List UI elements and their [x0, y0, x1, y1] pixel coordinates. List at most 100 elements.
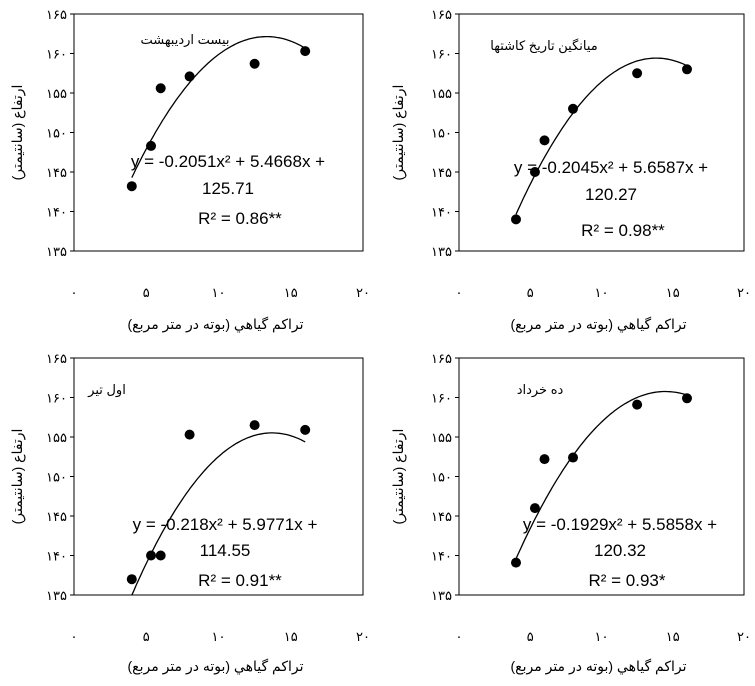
y-tick-label: ۱۶۰: [431, 47, 452, 62]
y-tick-label: ۱۶۵: [431, 351, 452, 366]
trendline-equation: y = -0.2045x² + 5.6587x +: [514, 158, 708, 177]
data-point: [300, 424, 311, 435]
data-point: [184, 71, 195, 82]
data-point: [682, 64, 692, 75]
trendline-equation: 114.55: [200, 541, 251, 560]
data-point: [568, 103, 578, 114]
x-tick-label: ۱۵: [284, 285, 298, 300]
data-point: [126, 181, 137, 192]
data-point: [682, 393, 692, 404]
y-tick-label: ۱۴۵: [431, 509, 452, 524]
y-tick-label: ۱۶۰: [46, 391, 67, 406]
x-tick-label: ۲۰: [356, 629, 370, 644]
trendline-equation: y = -0.2051x² + 5.4668x +: [131, 152, 325, 171]
data-point: [126, 574, 137, 585]
y-tick-label: ۱۵۵: [46, 430, 67, 445]
y-axis-title: ارتفاع (سانتیمتر): [390, 429, 407, 525]
y-tick-label: ۱۳۵: [431, 588, 452, 603]
y-tick-label: ۱۶۵: [46, 351, 67, 366]
y-tick-label: ۱۳۵: [431, 244, 452, 259]
trendline: [515, 390, 688, 560]
panel-title: ده خرداد: [517, 382, 564, 398]
trendline: [515, 57, 688, 215]
data-point: [249, 58, 260, 69]
data-point: [539, 454, 550, 465]
y-tick-label: ۱۶۵: [46, 7, 67, 22]
x-tick-label: ۱۵: [284, 629, 298, 644]
x-tick-label: ۵: [527, 629, 534, 644]
x-tick-label: ۰: [456, 629, 463, 644]
data-point: [511, 214, 521, 225]
y-tick-label: ۱۴۰: [431, 549, 452, 564]
chart-panel-1: ۱۳۵ ۱۴۰ ۱۴۵ ۱۵۰ ۱۵۵ ۱۶۰ ۱۶۵ ۰ ۵ ۱۰ ۱۵ ۲۰ ارتفاع (سان…: [9, 7, 370, 333]
y-tick-label: ۱۳۵: [46, 244, 67, 259]
data-point: [146, 550, 157, 561]
y-tick-label: ۱۵۰: [431, 470, 452, 485]
x-tick-label: ۱۰: [595, 285, 609, 300]
data-point: [155, 550, 166, 561]
y-tick-label: ۱۶۰: [46, 47, 67, 62]
data-point: [146, 140, 157, 151]
data-point: [300, 46, 311, 57]
y-tick-label: ۱۳۵: [46, 588, 67, 603]
y-tick-label: ۱۵۵: [46, 86, 67, 101]
y-tick-label: ۱۵۰: [46, 126, 67, 141]
y-tick-label: ۱۵۵: [431, 86, 452, 101]
x-tick-label: ۰: [71, 629, 78, 644]
panel-title: اول تیر: [87, 382, 126, 398]
y-axis-title: ارتفاع (سانتیمتر): [9, 85, 26, 181]
x-tick-label: ۱۰: [212, 285, 226, 300]
r-squared-label: R² = 0.98**: [581, 221, 665, 240]
y-tick-label: ۱۴۰: [431, 205, 452, 220]
data-point: [184, 429, 195, 440]
x-tick-label: ۵: [143, 285, 150, 300]
y-tick-label: ۱۶۰: [431, 391, 452, 406]
y-tick-label: ۱۴۰: [46, 205, 67, 220]
data-point: [539, 135, 550, 146]
y-axis-title: ارتفاع (سانتیمتر): [9, 429, 26, 525]
data-point: [529, 503, 540, 514]
x-tick-label: ۱۰: [212, 629, 226, 644]
trendline-equation: y = -0.218x² + 5.9771x +: [133, 515, 318, 534]
y-tick-label: ۱۵۰: [431, 126, 452, 141]
chart-panel-4: ۱۳۵ ۱۴۰ ۱۴۵ ۱۵۰ ۱۵۵ ۱۶۰ ۱۶۵ ۰ ۵ ۱۰ ۱۵ ۲۰ ارتفاع (سان…: [390, 351, 751, 675]
x-axis-title: تراکم گیاهي (بوته در متر مربع): [510, 658, 686, 675]
chart-panel-3: ۱۳۵ ۱۴۰ ۱۴۵ ۱۵۰ ۱۵۵ ۱۶۰ ۱۶۵ ۰ ۵ ۱۰ ۱۵ ۲۰ ارتفاع (سان…: [9, 351, 370, 675]
r-squared-label: R² = 0.91**: [198, 571, 282, 590]
data-point: [249, 420, 260, 431]
x-axis-title: تراکم گیاهي (بوته در متر مربع): [510, 316, 686, 333]
x-axis-title: تراکم گیاهي (بوته در متر مربع): [127, 658, 303, 675]
data-point: [511, 557, 521, 568]
y-tick-label: ۱۴۵: [431, 165, 452, 180]
data-point: [632, 399, 643, 410]
trendline-equation: 120.27: [585, 185, 637, 204]
data-point: [568, 452, 578, 463]
data-point: [529, 167, 540, 177]
trendline-equation: y = -0.1929x² + 5.5858x +: [523, 515, 717, 534]
r-squared-label: R² = 0.86**: [198, 209, 282, 228]
y-tick-label: ۱۵۵: [431, 430, 452, 445]
y-axis-title: ارتفاع (سانتیمتر): [390, 85, 407, 181]
x-tick-label: ۱۰: [595, 629, 609, 644]
x-tick-label: ۲۰: [737, 629, 751, 644]
x-tick-label: ۵: [527, 285, 534, 300]
x-tick-label: ۱۵: [666, 629, 680, 644]
panel-title: میانگین تاریخ کاشتها: [490, 38, 597, 54]
trendline: [131, 35, 306, 178]
x-tick-label: ۰: [456, 285, 463, 300]
data-point: [155, 83, 166, 94]
trendline: [131, 432, 306, 596]
x-tick-label: ۵: [143, 629, 150, 644]
y-tick-label: ۱۶۵: [431, 7, 452, 22]
x-tick-label: ۲۰: [737, 285, 751, 300]
y-tick-label: ۱۴۵: [46, 165, 67, 180]
x-tick-label: ۲۰: [356, 285, 370, 300]
panel-title: بیست اردیبهشت: [140, 32, 229, 48]
x-tick-label: ۱۵: [666, 285, 680, 300]
r-squared-label: R² = 0.93*: [588, 571, 665, 590]
y-tick-label: ۱۴۵: [46, 509, 67, 524]
chart-panel-2: ۱۳۵ ۱۴۰ ۱۴۵ ۱۵۰ ۱۵۵ ۱۶۰ ۱۶۵ ۰ ۵ ۱۰ ۱۵ ۲۰ ارتفاع (سان…: [390, 7, 751, 333]
trendline-equation: 120.32: [594, 541, 646, 560]
y-tick-label: ۱۴۰: [46, 549, 67, 564]
